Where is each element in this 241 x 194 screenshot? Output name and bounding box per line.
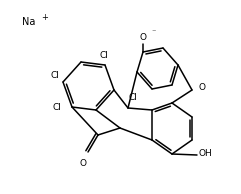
Text: Cl: Cl — [53, 102, 61, 112]
Text: O: O — [80, 159, 87, 169]
Text: Na: Na — [22, 17, 35, 27]
Text: O: O — [140, 33, 147, 42]
Text: OH: OH — [198, 148, 212, 158]
Text: +: + — [41, 12, 48, 22]
Text: O: O — [199, 83, 206, 93]
Text: Cl: Cl — [100, 50, 108, 60]
Text: Cl: Cl — [51, 72, 60, 81]
Text: Cl: Cl — [128, 94, 137, 102]
Text: ⁻: ⁻ — [152, 28, 156, 36]
